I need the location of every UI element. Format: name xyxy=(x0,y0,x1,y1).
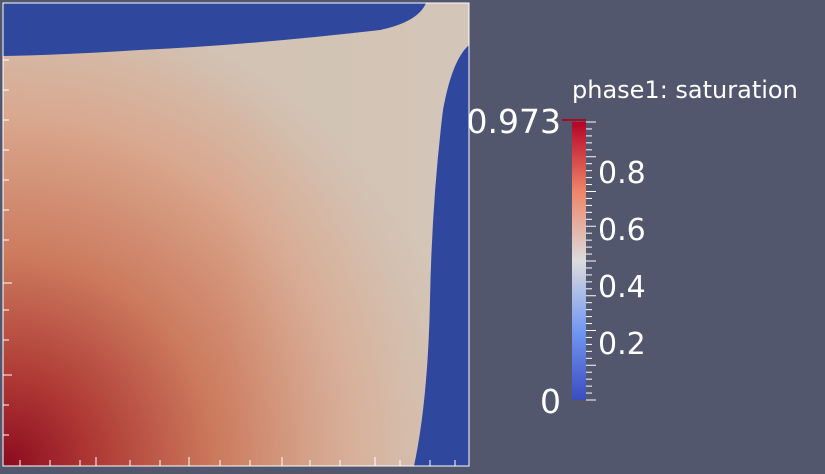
color-legend[interactable]: phase1: saturation 0.973 0 0.8 0.6 0.4 0… xyxy=(467,76,798,421)
colorbar-minor-ticks xyxy=(586,121,596,401)
saturation-field xyxy=(2,2,470,467)
colorbar-max-label: 0.973 xyxy=(467,102,561,141)
colorbar-tick-label: 0.2 xyxy=(598,327,646,362)
colorbar-tick-label: 0.4 xyxy=(598,270,646,305)
colorbar-gradient xyxy=(572,122,586,400)
colorbar-tick-label: 0.6 xyxy=(598,213,646,248)
bottom-axis-ticks xyxy=(19,457,456,466)
top-water-region xyxy=(3,3,426,56)
left-axis-ticks xyxy=(3,59,12,436)
colorbar-title: phase1: saturation xyxy=(572,76,798,104)
colorbar-tick-label: 0.8 xyxy=(598,156,646,191)
colorbar-min-label: 0 xyxy=(540,382,561,421)
domain-outline xyxy=(2,2,470,467)
right-water-region xyxy=(414,45,469,466)
